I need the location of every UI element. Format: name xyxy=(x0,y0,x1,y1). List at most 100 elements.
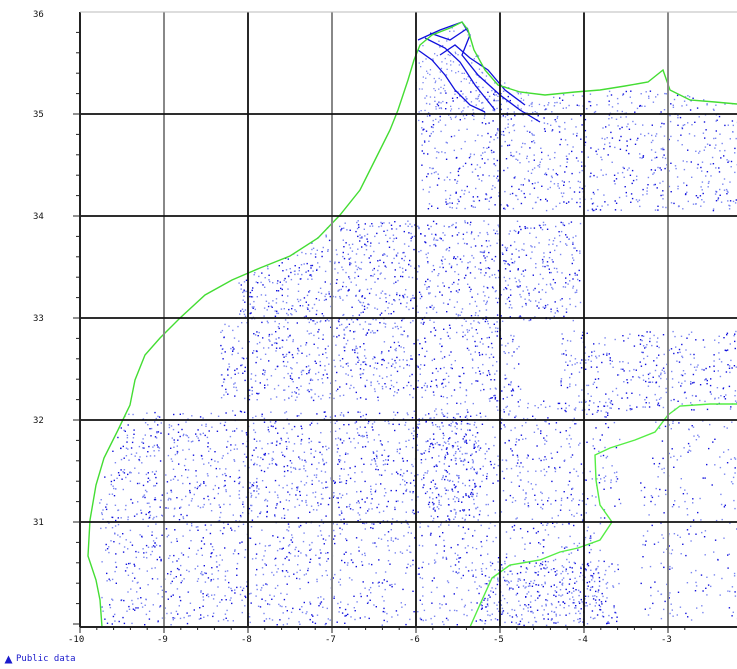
observation-point xyxy=(579,612,581,615)
observation-point xyxy=(252,287,254,289)
observation-point xyxy=(300,552,302,554)
observation-point xyxy=(145,551,148,554)
observation-point xyxy=(546,264,548,267)
observation-point xyxy=(232,349,234,351)
observation-point xyxy=(442,256,444,258)
observation-point xyxy=(639,394,641,396)
observation-point xyxy=(368,563,370,565)
observation-point xyxy=(210,580,212,582)
observation-point xyxy=(542,306,544,308)
observation-point xyxy=(630,201,632,203)
observation-point xyxy=(286,484,288,487)
observation-point xyxy=(719,188,721,191)
observation-point xyxy=(439,367,442,370)
observation-point xyxy=(428,506,431,508)
observation-point xyxy=(489,244,492,247)
observation-point xyxy=(264,600,267,602)
observation-point xyxy=(572,133,575,135)
observation-point xyxy=(709,144,711,146)
observation-point xyxy=(351,349,354,351)
observation-point xyxy=(429,445,431,448)
observation-point xyxy=(343,346,345,349)
observation-point xyxy=(635,369,637,371)
observation-point xyxy=(543,122,546,124)
observation-point xyxy=(491,331,493,333)
observation-point xyxy=(219,516,221,519)
observation-point xyxy=(451,283,454,285)
observation-point xyxy=(405,440,407,442)
observation-point xyxy=(715,130,717,132)
observation-point xyxy=(292,381,294,383)
observation-point xyxy=(429,103,431,105)
observation-point xyxy=(463,255,465,257)
observation-point xyxy=(242,443,244,445)
observation-point xyxy=(334,380,337,382)
observation-point xyxy=(519,620,522,623)
observation-point xyxy=(318,354,320,356)
observation-point xyxy=(573,408,576,410)
observation-point xyxy=(183,464,186,467)
observation-point xyxy=(523,243,525,245)
observation-point xyxy=(713,370,715,372)
observation-point xyxy=(407,523,409,525)
observation-point xyxy=(236,574,238,576)
observation-point xyxy=(690,363,692,366)
observation-point xyxy=(380,221,382,224)
observation-point xyxy=(655,135,657,137)
observation-point xyxy=(317,395,320,398)
observation-point xyxy=(337,388,339,390)
observation-point xyxy=(503,276,505,279)
observation-point xyxy=(733,365,736,367)
observation-point xyxy=(202,537,204,539)
observation-point xyxy=(372,275,374,277)
observation-point xyxy=(379,259,381,261)
observation-point xyxy=(565,277,567,279)
observation-point xyxy=(692,97,694,99)
observation-point xyxy=(410,355,412,357)
observation-point xyxy=(640,133,642,135)
observation-point xyxy=(370,255,372,257)
observation-point xyxy=(277,280,279,282)
observation-point xyxy=(553,157,556,159)
observation-point xyxy=(426,175,428,178)
observation-point xyxy=(657,93,659,96)
observation-point xyxy=(396,370,399,373)
observation-point xyxy=(224,579,227,581)
observation-point xyxy=(640,93,642,95)
observation-point xyxy=(574,291,576,294)
observation-point xyxy=(635,199,638,201)
observation-point xyxy=(475,414,478,416)
observation-point xyxy=(203,482,205,484)
observation-point xyxy=(421,347,423,350)
observation-point xyxy=(625,90,627,93)
observation-point xyxy=(177,613,179,615)
observation-point xyxy=(258,331,260,334)
observation-point xyxy=(298,504,301,506)
observation-point xyxy=(364,554,366,557)
observation-point xyxy=(455,511,457,514)
observation-point xyxy=(252,352,254,354)
observation-point xyxy=(262,373,264,375)
observation-point xyxy=(339,438,342,440)
observation-point xyxy=(394,276,396,278)
observation-point xyxy=(135,550,137,553)
observation-point xyxy=(294,309,296,311)
observation-point xyxy=(264,370,266,372)
observation-point xyxy=(368,420,370,423)
observation-point xyxy=(664,167,666,170)
observation-point xyxy=(148,517,150,519)
observation-point xyxy=(442,396,445,398)
observation-point xyxy=(440,130,442,133)
observation-point xyxy=(587,526,589,528)
observation-point xyxy=(521,618,523,620)
observation-point xyxy=(617,374,619,376)
observation-point xyxy=(535,532,538,534)
observation-point xyxy=(633,345,636,347)
observation-point xyxy=(196,487,198,490)
observation-point xyxy=(334,262,336,265)
observation-point xyxy=(688,133,691,135)
observation-point xyxy=(262,584,265,586)
observation-point xyxy=(450,266,453,269)
observation-point xyxy=(255,496,257,499)
observation-point xyxy=(285,355,287,357)
